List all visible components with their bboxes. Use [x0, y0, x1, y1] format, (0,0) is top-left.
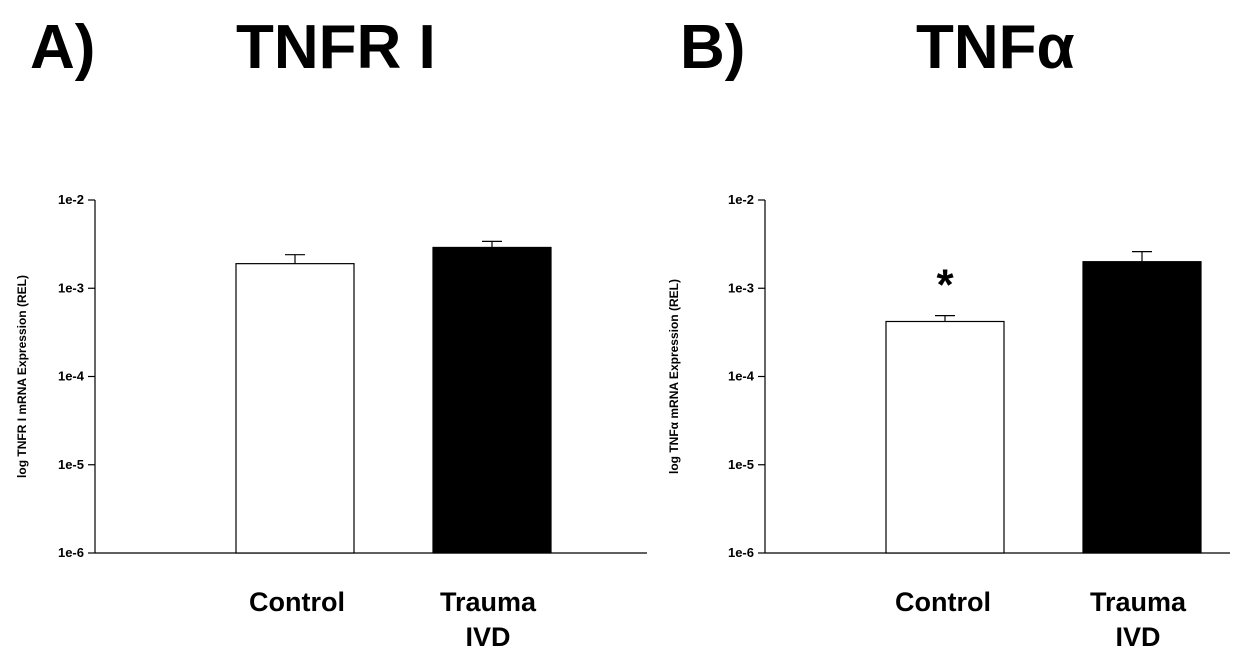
y-tick-label: 1e-4	[58, 369, 85, 384]
panel-a-letter: A)	[30, 13, 95, 82]
y-tick-label: 1e-6	[728, 545, 754, 560]
chart-tnfr1: 1e-2 1e-3 1e-4 1e-5 1e-6 log TNFR I mRNA Expr…	[15, 192, 647, 652]
bar-trauma-ivd	[1082, 261, 1202, 554]
y-tick-label: 1e-3	[58, 280, 84, 295]
y-tick-label: 1e-2	[728, 192, 754, 207]
bar-trauma-ivd	[432, 246, 552, 554]
x-category-label: Trauma	[1090, 587, 1187, 617]
y-axis-label: log TNFR I mRNA Expression (REL)	[15, 275, 29, 478]
bar-control	[235, 263, 355, 554]
significance-marker: *	[936, 261, 954, 310]
panel-a: A) TNFR I	[30, 13, 436, 82]
chart-tnfa: 1e-2 1e-3 1e-4 1e-5 1e-6 log TNFα mRNA Expres…	[667, 192, 1230, 652]
panel-a-title: TNFR I	[236, 13, 436, 82]
panel-b: B) TNFα	[680, 13, 1075, 82]
y-tick-label: 1e-5	[58, 457, 84, 472]
x-category-label: IVD	[1115, 622, 1160, 652]
x-category-label: IVD	[465, 622, 510, 652]
x-category-label: Trauma	[440, 587, 537, 617]
y-tick-label: 1e-3	[728, 280, 754, 295]
x-category-label: Control	[249, 587, 345, 617]
y-tick-label: 1e-5	[728, 457, 754, 472]
bar-control	[885, 320, 1005, 554]
y-axis-label: log TNFα mRNA Expression (REL)	[667, 279, 681, 474]
panel-b-letter: B)	[680, 13, 745, 82]
panel-b-title: TNFα	[916, 13, 1075, 82]
x-category-label: Control	[895, 587, 991, 617]
y-tick-label: 1e-6	[58, 545, 84, 560]
y-tick-label: 1e-4	[728, 369, 755, 384]
y-tick-label: 1e-2	[58, 192, 84, 207]
